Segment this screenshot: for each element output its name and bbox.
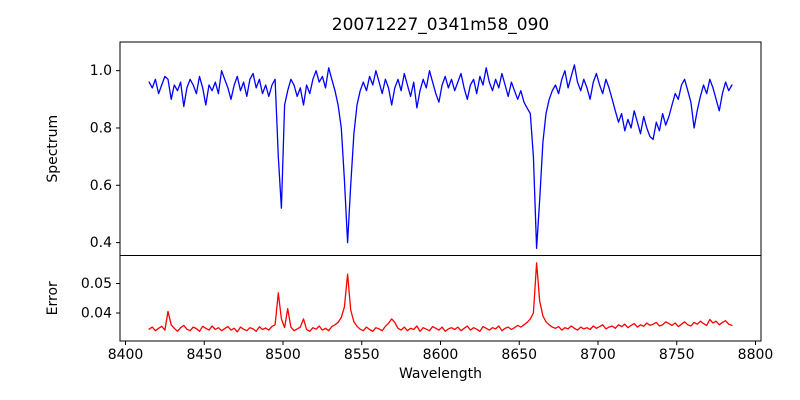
chart-title: 20071227_0341m58_090 [332, 15, 549, 35]
spectrum-y-tick-label: 0.6 [90, 178, 112, 194]
error-line [148, 262, 733, 333]
error-y-axis-label: Error [45, 281, 61, 315]
spectrum-plot-frame [119, 41, 762, 256]
x-axis-label: Wavelength [399, 366, 482, 382]
x-tick-label: 8500 [265, 347, 301, 363]
x-tick-label: 8400 [108, 347, 144, 363]
spectrum-y-tick-label: 0.4 [90, 235, 112, 251]
x-tick-label: 8650 [501, 347, 537, 363]
x-tick-label: 8750 [659, 347, 695, 363]
x-tick-label: 8700 [580, 347, 616, 363]
x-tick-label: 8550 [344, 347, 380, 363]
x-tick-label: 8450 [186, 347, 222, 363]
spectrum-y-tick-label: 1.0 [90, 63, 112, 79]
x-tick-label: 8600 [423, 347, 459, 363]
spectrum-y-axis-label: Spectrum [45, 115, 61, 183]
error-y-tick-label: 0.05 [81, 276, 112, 292]
x-tick-label: 8800 [738, 347, 774, 363]
spectrum-line [148, 64, 733, 249]
spectrum-y-tick-label: 0.8 [90, 120, 112, 136]
error-y-tick-label: 0.04 [81, 305, 112, 321]
